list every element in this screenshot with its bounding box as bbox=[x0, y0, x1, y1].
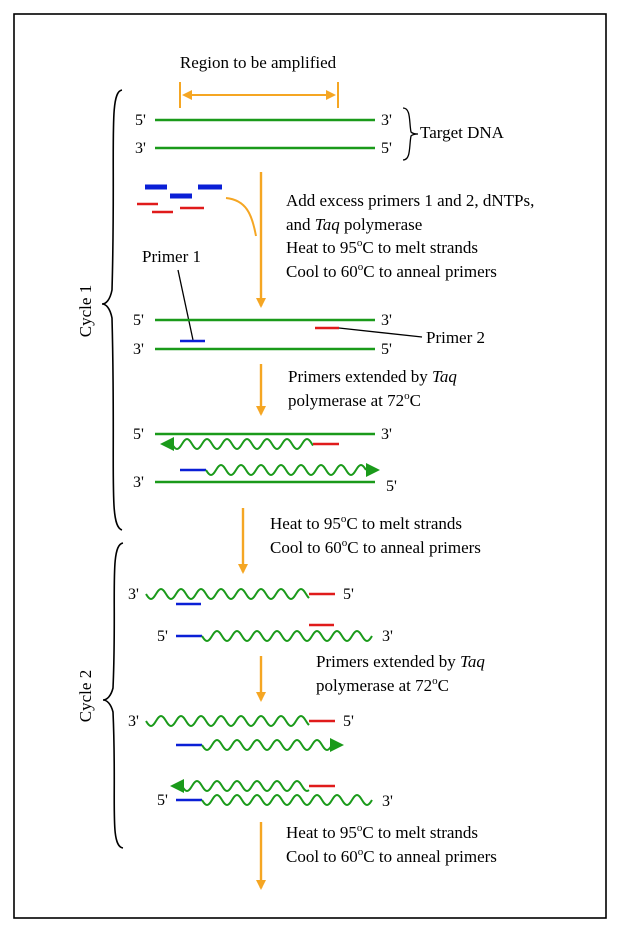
extend-text-2: polymerase at 72oC bbox=[316, 675, 449, 695]
region-title: Region to be amplified bbox=[180, 53, 337, 72]
wavy-strand bbox=[201, 738, 333, 752]
extend-text-1: Primers extended by Taq bbox=[316, 652, 485, 671]
end-label: 5' bbox=[135, 112, 146, 129]
target-dna-label: Target DNA bbox=[420, 123, 505, 142]
primer1-label: Primer 1 bbox=[142, 247, 201, 266]
end-label: 3' bbox=[133, 474, 144, 491]
end-label: 3' bbox=[128, 586, 139, 603]
step1-text-4: Cool to 60oC to anneal primers bbox=[286, 261, 497, 281]
new-strand-wavy bbox=[205, 463, 367, 477]
primer1-pointer bbox=[177, 269, 194, 341]
primer2-label: Primer 2 bbox=[426, 328, 485, 347]
end-label: 5' bbox=[343, 586, 354, 603]
end-label: 3' bbox=[381, 426, 392, 443]
end-label: 3' bbox=[381, 112, 392, 129]
new-strand-head bbox=[330, 738, 344, 752]
end-label: 5' bbox=[343, 713, 354, 730]
cycle2-brace bbox=[102, 542, 124, 849]
cycle1-brace bbox=[101, 89, 123, 531]
step1-text-1: Add excess primers 1 and 2, dNTPs, bbox=[286, 191, 534, 210]
wavy-strand bbox=[145, 714, 310, 728]
step1-text-3: Heat to 95oC to melt strands bbox=[286, 237, 478, 257]
end-label: 5' bbox=[381, 341, 392, 358]
end-label: 3' bbox=[128, 713, 139, 730]
end-label: 5' bbox=[133, 426, 144, 443]
end-label: 3' bbox=[382, 793, 393, 810]
end-label: 5' bbox=[381, 140, 392, 157]
cycle1-label: Cycle 1 bbox=[76, 285, 95, 337]
extend-text-2: polymerase at 72oC bbox=[288, 390, 421, 410]
wavy-strand bbox=[145, 587, 310, 601]
frame-border bbox=[13, 13, 607, 919]
end-label: 3' bbox=[381, 312, 392, 329]
end-label: 5' bbox=[133, 312, 144, 329]
end-label: 5' bbox=[157, 792, 168, 809]
step1-text-2: and Taq polymerase bbox=[286, 215, 422, 234]
wavy-strand bbox=[201, 629, 373, 643]
end-label: 3' bbox=[135, 140, 146, 157]
target-brace bbox=[402, 107, 419, 161]
extend-text-1: Primers extended by Taq bbox=[288, 367, 457, 386]
primer-curve bbox=[225, 197, 257, 237]
end-label: 3' bbox=[382, 628, 393, 645]
heat-text-1: Heat to 95oC to melt strands bbox=[286, 822, 478, 842]
new-strand-head bbox=[366, 463, 380, 477]
end-label: 3' bbox=[133, 341, 144, 358]
end-label: 5' bbox=[157, 628, 168, 645]
new-strand-wavy bbox=[171, 437, 314, 451]
wavy-strand bbox=[181, 779, 310, 793]
heat-text-2: Cool to 60oC to anneal primers bbox=[286, 846, 497, 866]
wavy-strand bbox=[201, 793, 373, 807]
primer2-pointer bbox=[338, 327, 423, 338]
heat-text-2: Cool to 60oC to anneal primers bbox=[270, 537, 481, 557]
heat-text-1: Heat to 95oC to melt strands bbox=[270, 513, 462, 533]
new-strand-head bbox=[170, 779, 184, 793]
new-strand-head bbox=[160, 437, 174, 451]
cycle2-label: Cycle 2 bbox=[76, 670, 95, 722]
end-label: 5' bbox=[386, 478, 397, 495]
